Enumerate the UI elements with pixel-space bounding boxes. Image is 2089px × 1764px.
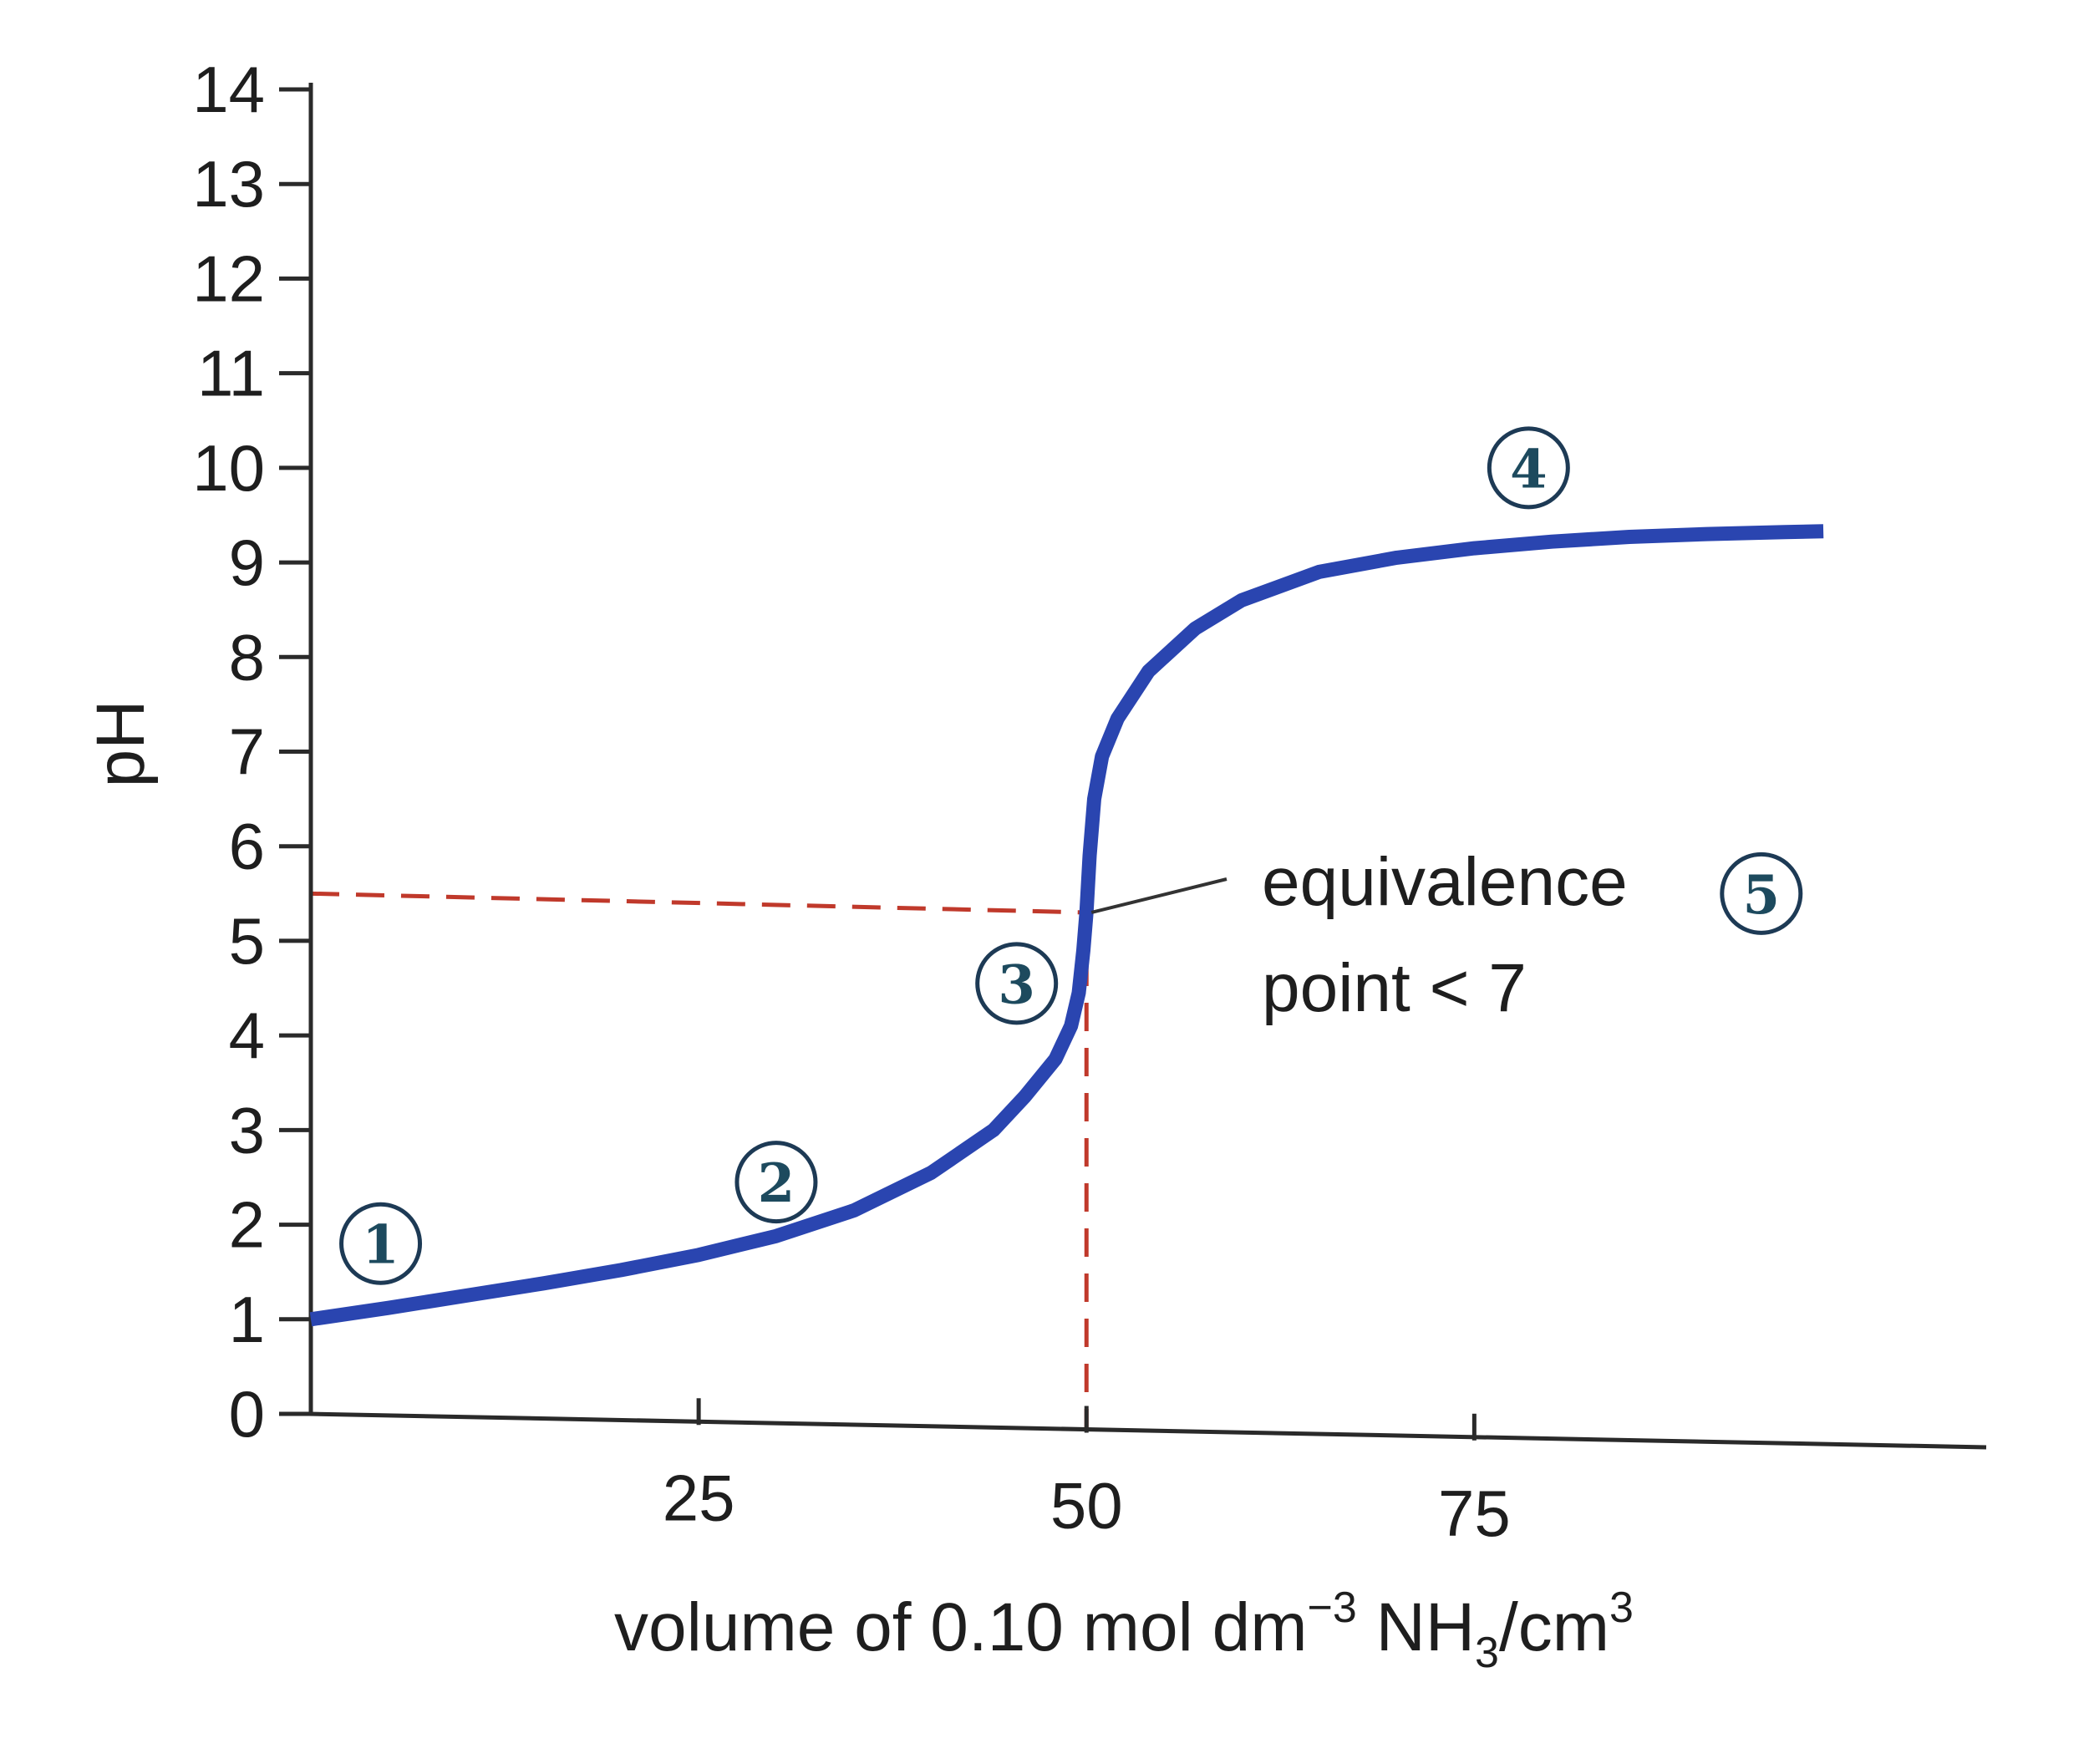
- y-tick-label: 6: [229, 810, 265, 883]
- y-axis-label: pH: [83, 700, 159, 788]
- y-tick-label: 11: [197, 337, 265, 410]
- y-tick-label: 7: [229, 715, 265, 789]
- step-marker-label: 4: [1510, 438, 1548, 501]
- equivalence-label-line2: point < 7: [1262, 950, 1527, 1026]
- equivalence-pointer-line: [1090, 877, 1227, 914]
- x-axis-label-unit-exponent: 3: [1609, 1584, 1634, 1632]
- x-axis-line: [308, 1411, 1987, 1450]
- x-axis-label-subscript: 3: [1475, 1629, 1499, 1677]
- y-tick-label: 4: [229, 999, 265, 1072]
- y-tick-label: 0: [229, 1377, 265, 1451]
- x-tick-label: 25: [663, 1461, 735, 1534]
- step-marker-circle: [339, 1202, 423, 1285]
- y-tick-label: 3: [229, 1093, 265, 1167]
- step-marker-circle: [1487, 426, 1570, 510]
- step-markers: 1 2 3 4 5: [339, 426, 1803, 1285]
- equivalence-guide-lines: [310, 891, 1089, 1430]
- x-axis-label-main: volume of 0.10 mol dm: [614, 1589, 1308, 1665]
- axes: [308, 83, 1987, 1450]
- equivalence-label-line1: equivalence: [1262, 844, 1628, 920]
- y-tick-label: 2: [229, 1188, 265, 1262]
- y-tick-label: 10: [192, 431, 265, 505]
- x-axis-label: volume of 0.10 mol dm−3 NH3/cm3: [614, 1584, 1634, 1677]
- y-tick-label: 12: [192, 241, 265, 315]
- x-tick-label: 75: [1438, 1477, 1511, 1550]
- step-marker-5: 5: [1720, 851, 1803, 935]
- y-tick-label: 8: [229, 620, 265, 694]
- series-group: [309, 524, 1824, 1327]
- y-tick-label: 1: [229, 1283, 265, 1356]
- step-marker-label: 2: [758, 1152, 795, 1215]
- step-marker-label: 3: [998, 953, 1035, 1016]
- step-marker-label: 5: [1743, 864, 1781, 927]
- step-marker-circle: [734, 1141, 818, 1224]
- step-marker-4: 4: [1487, 426, 1570, 510]
- x-tick-label: 50: [1050, 1469, 1123, 1543]
- step-marker-circle: [975, 942, 1059, 1025]
- horizontal-guide-line: [310, 891, 1087, 915]
- step-marker-2: 2: [734, 1141, 818, 1224]
- x-axis-label-exponent: −3: [1308, 1584, 1357, 1632]
- y-tick-label: 13: [192, 147, 265, 221]
- titration-curve: [309, 524, 1824, 1327]
- step-marker-1: 1: [339, 1202, 423, 1285]
- x-axis-label-unit: /cm: [1499, 1589, 1609, 1665]
- y-tick-label: 9: [229, 526, 265, 599]
- annotations: equivalence point < 7: [1090, 844, 1628, 1026]
- step-marker-label: 1: [362, 1214, 399, 1277]
- y-tick-label: 5: [229, 904, 265, 978]
- step-marker-3: 3: [975, 942, 1059, 1025]
- step-marker-circle: [1720, 851, 1803, 935]
- x-axis-ticks: 25 50 75: [663, 1398, 1511, 1550]
- y-tick-label: 14: [192, 53, 265, 126]
- x-axis-label-species: NH: [1357, 1589, 1475, 1665]
